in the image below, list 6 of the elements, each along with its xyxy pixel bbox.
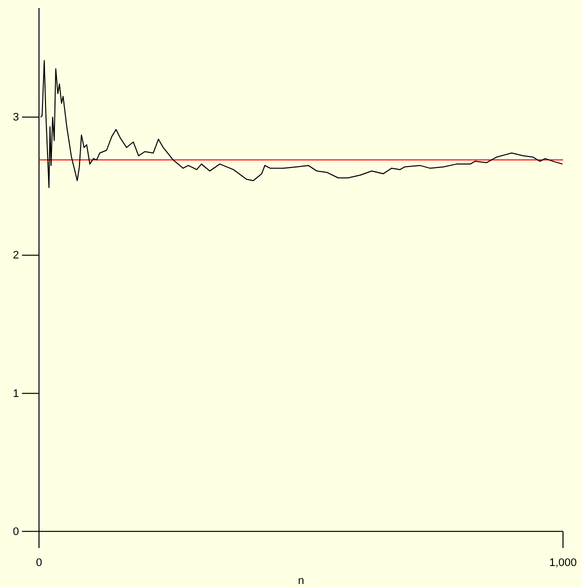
x-tick-label: 1,000	[549, 556, 577, 569]
y-tick-label: 0	[12, 526, 19, 538]
y-tick-label: 3	[12, 112, 19, 124]
y-tick-label: 1	[12, 388, 19, 400]
x-axis-title: n	[298, 575, 304, 587]
y-tick-label: 2	[12, 250, 19, 262]
